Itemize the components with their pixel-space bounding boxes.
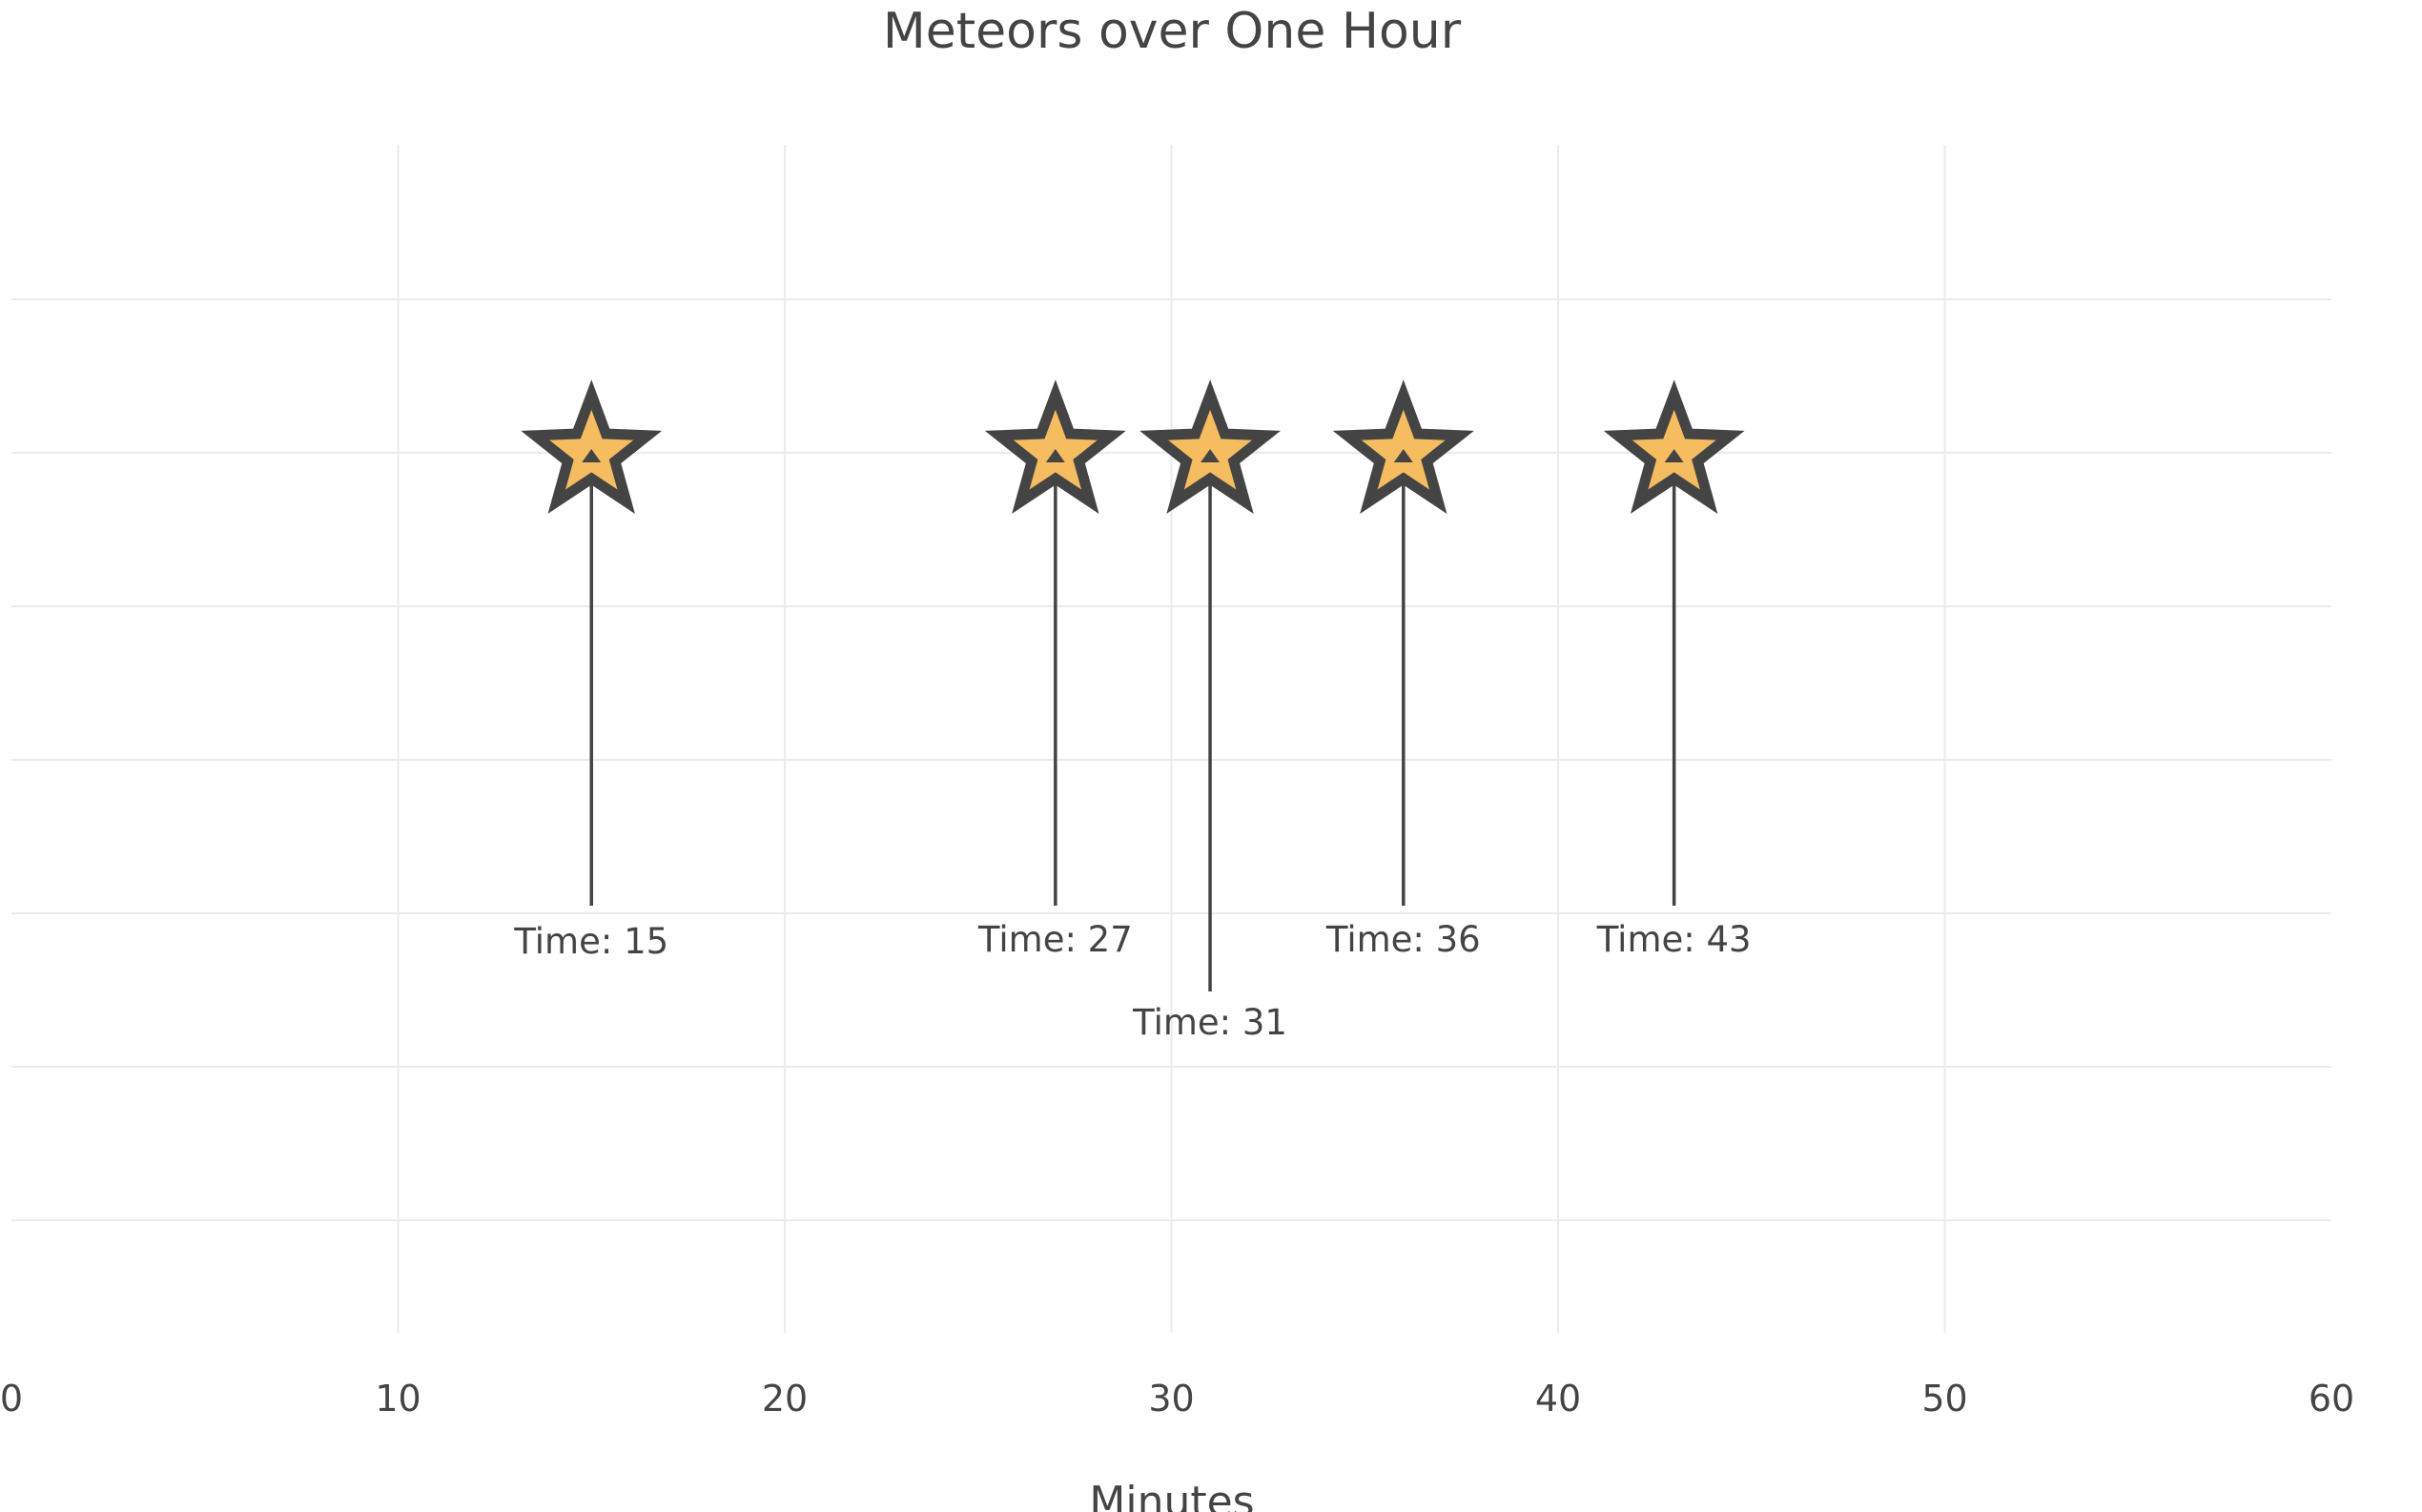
x-tick-label: 0 (0, 1378, 23, 1420)
star-markers (521, 379, 1745, 514)
x-tick-labels: 0 10 20 30 40 50 60 (0, 1378, 2354, 1420)
x-tick-label: 10 (375, 1378, 421, 1420)
annotation-arrowhead (1045, 449, 1065, 462)
x-tick-label: 20 (762, 1378, 808, 1420)
annotation-arrowhead (582, 449, 602, 462)
meteor-star-marker (1603, 379, 1745, 514)
grid (11, 145, 2331, 1333)
meteor-star-marker (1332, 379, 1474, 514)
annotation-arrowhead (1201, 449, 1221, 462)
meteor-star-marker (521, 379, 663, 514)
annotation-labels: Time: 15 Time: 27 Time: 31 Time: 36 Time: 43 (513, 919, 1751, 1043)
chart-title: Meteors over One Hour (883, 3, 1462, 60)
annotation-stems (589, 461, 1676, 991)
annotation-label: Time: 36 (1325, 919, 1481, 960)
x-tick-label: 40 (1535, 1378, 1581, 1420)
annotation-label: Time: 31 (1132, 1002, 1287, 1043)
x-axis-title: Minutes (1089, 1478, 1254, 1512)
x-tick-label: 30 (1148, 1378, 1194, 1420)
annotation-label: Time: 27 (977, 919, 1133, 960)
annotation-arrowhead (1393, 449, 1413, 462)
x-tick-label: 50 (1921, 1378, 1967, 1420)
x-tick-label: 60 (2309, 1378, 2354, 1420)
meteor-star-marker (1139, 379, 1281, 514)
annotation-arrowhead (1664, 449, 1684, 462)
annotation-label: Time: 43 (1596, 919, 1752, 960)
meteor-star-marker (984, 379, 1126, 514)
annotation-label: Time: 15 (513, 921, 668, 962)
